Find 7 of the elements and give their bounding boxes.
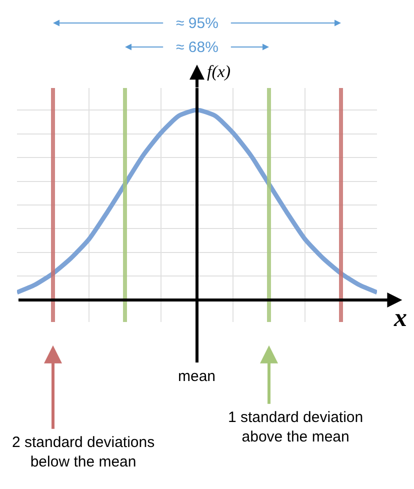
text: ≈ 95% <box>176 15 218 32</box>
x-axis-title: x <box>393 303 407 332</box>
text: 2 standard deviations below the mean <box>12 434 155 470</box>
text: 1 standard deviation above the mean <box>228 409 364 446</box>
y-axis-title: f(x) <box>207 62 231 81</box>
text: ≈ 68% <box>176 39 218 56</box>
text: mean <box>178 368 216 385</box>
